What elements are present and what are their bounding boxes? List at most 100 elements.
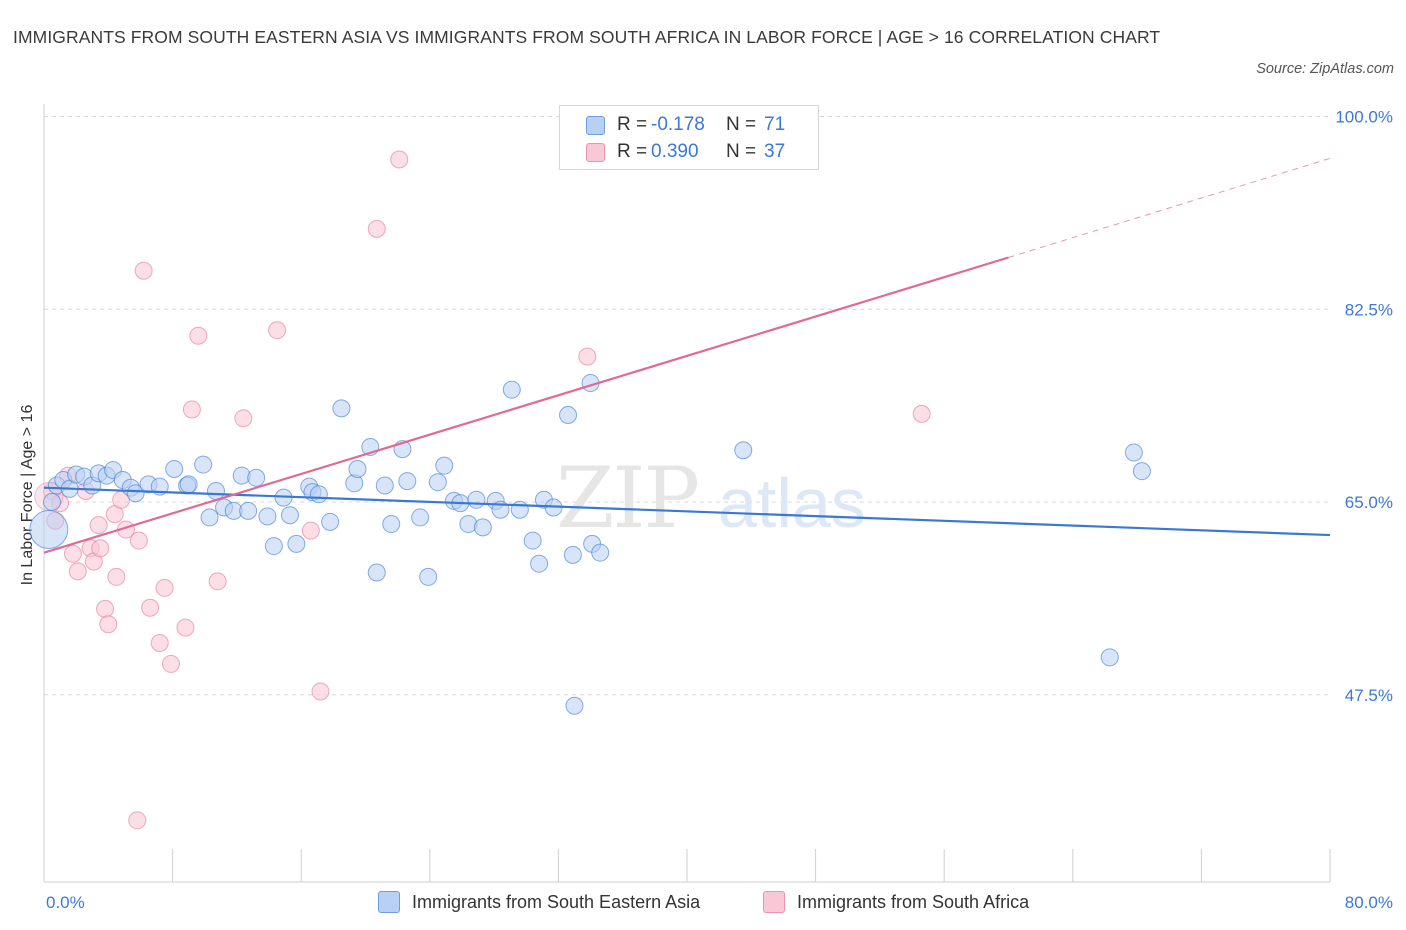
watermark-atlas: atlas <box>718 464 866 542</box>
data-point-south-eastern-asia <box>419 567 438 586</box>
data-point-south-eastern-asia <box>126 484 145 503</box>
y-tick-label: 47.5% <box>1345 686 1393 705</box>
data-point-south-eastern-asia <box>473 518 492 537</box>
data-point-south-africa <box>301 521 320 540</box>
data-point-south-eastern-asia <box>502 380 521 399</box>
data-point-south-africa <box>234 409 253 428</box>
legend-row-blue: R = -0.178 N = 71 <box>586 112 785 138</box>
data-point-south-africa <box>208 572 227 591</box>
data-point-south-eastern-asia <box>264 537 283 556</box>
legend-n-value: 37 <box>764 141 786 162</box>
trend-layer <box>43 157 1331 554</box>
data-point-south-eastern-asia <box>563 545 582 564</box>
data-point-south-eastern-asia <box>1124 443 1143 462</box>
y-tick-label: 65.0% <box>1345 493 1393 512</box>
data-point-south-eastern-asia <box>565 696 584 715</box>
x-tick-label: 0.0% <box>46 893 85 912</box>
data-point-south-eastern-asia <box>207 482 226 500</box>
data-point-south-africa <box>189 326 208 345</box>
data-point-south-eastern-asia <box>348 459 367 478</box>
data-point-south-eastern-asia <box>398 472 417 491</box>
data-point-south-eastern-asia <box>165 459 184 478</box>
trend-line-south-africa <box>43 256 1009 554</box>
data-point-south-eastern-asia <box>309 485 328 504</box>
y-tick-label: 100.0% <box>1335 108 1393 127</box>
data-point-south-eastern-asia <box>467 490 486 509</box>
data-point-south-eastern-asia <box>194 455 213 474</box>
watermark-layer: ZIP atlas <box>556 449 866 547</box>
data-point-south-africa <box>128 811 147 830</box>
data-point-south-eastern-asia <box>428 473 447 492</box>
data-point-south-eastern-asia <box>375 476 394 495</box>
data-point-south-eastern-asia <box>43 493 62 512</box>
data-point-south-africa <box>150 633 169 652</box>
data-point-south-africa <box>155 578 174 597</box>
data-point-south-eastern-asia <box>1100 648 1119 667</box>
data-point-south-africa <box>99 615 118 634</box>
data-point-south-eastern-asia <box>287 534 306 553</box>
data-point-south-eastern-asia <box>382 515 401 534</box>
legend-row-pink: R = 0.390 N = 37 <box>586 139 785 165</box>
legend-swatch-pink <box>586 142 605 162</box>
legend-n-label: N = <box>726 141 757 162</box>
bottom-legend-blue: Immigrants from South Eastern Asia <box>378 889 700 915</box>
legend-r-value: -0.178 <box>651 114 705 135</box>
data-point-south-eastern-asia <box>559 406 578 425</box>
data-point-south-africa <box>68 562 87 581</box>
data-point-south-eastern-asia <box>258 507 277 526</box>
bottom-legend-label-blue: Immigrants from South Eastern Asia <box>412 891 701 912</box>
correlation-legend: R = -0.178 N = 71 R = 0.390 N = 37 <box>559 105 819 170</box>
data-point-south-africa <box>161 654 180 673</box>
data-point-south-africa <box>63 544 82 563</box>
data-point-south-africa <box>578 347 597 366</box>
data-point-south-eastern-asia <box>510 500 529 519</box>
tick-label-layer: 47.5% 65.0% 82.5% 100.0% 0.0% 80.0% <box>46 108 1393 912</box>
data-point-south-eastern-asia <box>280 506 299 525</box>
data-point-south-africa <box>129 531 148 550</box>
y-tick-label: 82.5% <box>1345 300 1393 319</box>
data-point-south-eastern-asia <box>179 475 198 494</box>
data-point-south-africa <box>912 404 931 423</box>
data-point-south-africa <box>141 598 160 617</box>
data-point-south-africa <box>390 150 409 169</box>
bottom-legend-label-pink: Immigrants from South Africa <box>797 891 1030 912</box>
trend-line-south-eastern-asia <box>43 486 1331 537</box>
data-point-south-eastern-asia <box>247 468 266 487</box>
series-south-eastern-asia-points <box>29 374 1151 715</box>
source-label: Source: ZipAtlas.com <box>1256 61 1394 77</box>
data-point-south-africa <box>182 400 201 419</box>
data-point-south-eastern-asia <box>734 441 753 460</box>
legend-r-label: R = <box>617 114 648 135</box>
data-point-south-eastern-asia <box>523 531 542 550</box>
data-point-south-africa <box>134 261 153 280</box>
data-point-south-africa <box>311 682 330 701</box>
data-point-south-africa <box>268 321 287 340</box>
legend-n-value: 71 <box>764 114 786 135</box>
data-point-south-eastern-asia <box>1132 462 1151 481</box>
data-point-south-eastern-asia <box>367 563 386 582</box>
legend-r-value: 0.390 <box>651 141 699 162</box>
chart-title: IMMIGRANTS FROM SOUTH EASTERN ASIA VS IM… <box>13 27 1161 47</box>
legend-r-label: R = <box>617 141 648 162</box>
data-point-south-eastern-asia <box>530 554 549 573</box>
data-point-south-eastern-asia <box>435 456 454 475</box>
data-point-south-eastern-asia <box>200 508 219 527</box>
data-point-south-africa <box>91 539 110 558</box>
data-point-south-africa <box>367 219 386 238</box>
data-point-south-africa <box>96 599 115 618</box>
data-point-south-eastern-asia <box>411 508 430 527</box>
bottom-legend-swatch-blue <box>378 891 400 913</box>
data-point-south-eastern-asia <box>332 399 351 418</box>
data-point-south-africa <box>176 618 195 637</box>
legend-swatch-blue <box>586 115 605 135</box>
data-point-south-eastern-asia <box>591 543 610 562</box>
data-point-south-africa <box>89 516 108 535</box>
data-point-south-eastern-asia <box>321 512 340 531</box>
x-tick-label: 80.0% <box>1345 893 1393 912</box>
data-point-south-eastern-asia <box>29 510 69 550</box>
legend-n-label: N = <box>726 114 757 135</box>
trend-extension-south-africa <box>1008 157 1331 258</box>
bottom-legend-swatch-pink <box>763 891 785 913</box>
bottom-legend-pink: Immigrants from South Africa <box>763 889 1029 915</box>
